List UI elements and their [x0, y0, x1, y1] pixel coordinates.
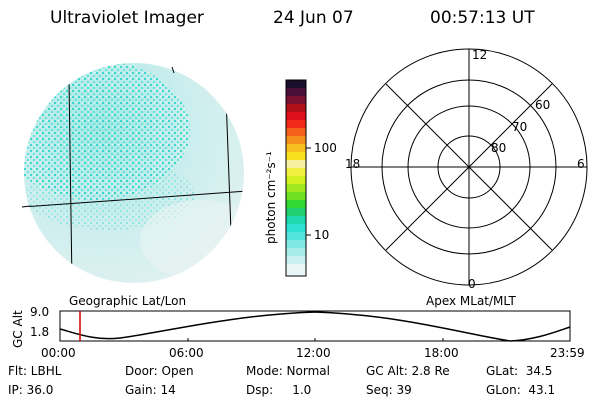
- polar-grid: [350, 48, 588, 286]
- time-label: 00:57:13 UT: [430, 8, 535, 28]
- colorbar: [285, 79, 311, 277]
- mlat-label-70: 70: [512, 120, 528, 134]
- date-label: 24 Jun 07: [273, 8, 354, 28]
- x-tick-1200: 12:00: [296, 346, 331, 360]
- earth-disk-image: [21, 63, 244, 283]
- ip-status: IP: 36.0: [8, 383, 54, 397]
- x-tick-0600: 06:00: [169, 346, 204, 360]
- mode-status: Mode: Normal: [246, 364, 330, 378]
- altitude-plot: [59, 310, 571, 342]
- colorbar-unit-label: photon cm⁻²s⁻¹: [264, 151, 278, 244]
- door-status: Door: Open: [125, 364, 194, 378]
- left-panel-label: Geographic Lat/Lon: [69, 294, 187, 308]
- mlt-label-0: 0: [468, 277, 476, 291]
- dsp-status: Dsp: 1.0: [246, 383, 312, 397]
- altitude-tick-high: 9.0: [30, 305, 50, 319]
- colorbar-tick-100: 100: [314, 141, 337, 155]
- right-panel-label: Apex MLat/MLT: [426, 294, 516, 308]
- mlt-label-18: 18: [345, 157, 361, 171]
- glat-status: GLat: 34.5: [486, 364, 553, 378]
- x-tick-0000: 00:00: [41, 346, 76, 360]
- altitude-tick-low: 1.8: [30, 325, 50, 339]
- mlat-label-80: 80: [491, 141, 507, 155]
- colorbar-tick-10: 10: [314, 228, 330, 242]
- filter-status: Flt: LBHL: [8, 364, 62, 378]
- altitude-axis-label: GC Alt: [11, 310, 25, 348]
- seq-status: Seq: 39: [366, 383, 412, 397]
- x-tick-2359: 23:59: [550, 346, 585, 360]
- instrument-title: Ultraviolet Imager: [50, 8, 204, 28]
- gc-alt-status: GC Alt: 2.8 Re: [366, 364, 450, 378]
- glon-status: GLon: 43.1: [486, 383, 556, 397]
- gain-status: Gain: 14: [125, 383, 176, 397]
- x-tick-1800: 18:00: [424, 346, 459, 360]
- mlt-label-6: 6: [577, 157, 585, 171]
- mlat-label-60: 60: [535, 98, 551, 112]
- mlt-label-12: 12: [472, 48, 488, 62]
